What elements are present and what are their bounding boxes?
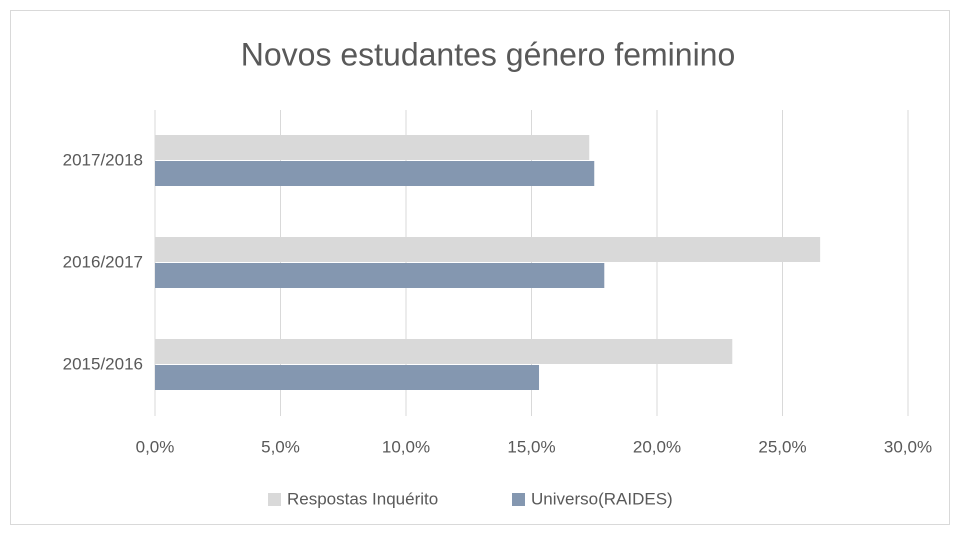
y-tick-label: 2015/2016 <box>63 354 143 373</box>
bar <box>155 161 595 186</box>
legend-swatch <box>512 493 525 506</box>
legend-label: Universo(RAIDES) <box>531 489 673 508</box>
legend-swatch <box>268 493 281 506</box>
bar <box>155 365 540 390</box>
bar <box>155 237 821 262</box>
x-tick-label: 5,0% <box>261 437 300 456</box>
legend-label: Respostas Inquérito <box>287 489 438 508</box>
y-tick-label: 2017/2018 <box>63 150 143 169</box>
bar <box>155 135 590 160</box>
x-tick-label: 30,0% <box>884 437 932 456</box>
bar <box>155 339 733 364</box>
x-tick-label: 10,0% <box>382 437 430 456</box>
bar <box>155 263 605 288</box>
x-tick-label: 25,0% <box>758 437 806 456</box>
y-tick-label: 2016/2017 <box>63 252 143 271</box>
x-tick-label: 15,0% <box>507 437 555 456</box>
x-tick-label: 0,0% <box>136 437 175 456</box>
x-tick-label: 20,0% <box>633 437 681 456</box>
chart-title: Novos estudantes género feminino <box>241 36 736 72</box>
